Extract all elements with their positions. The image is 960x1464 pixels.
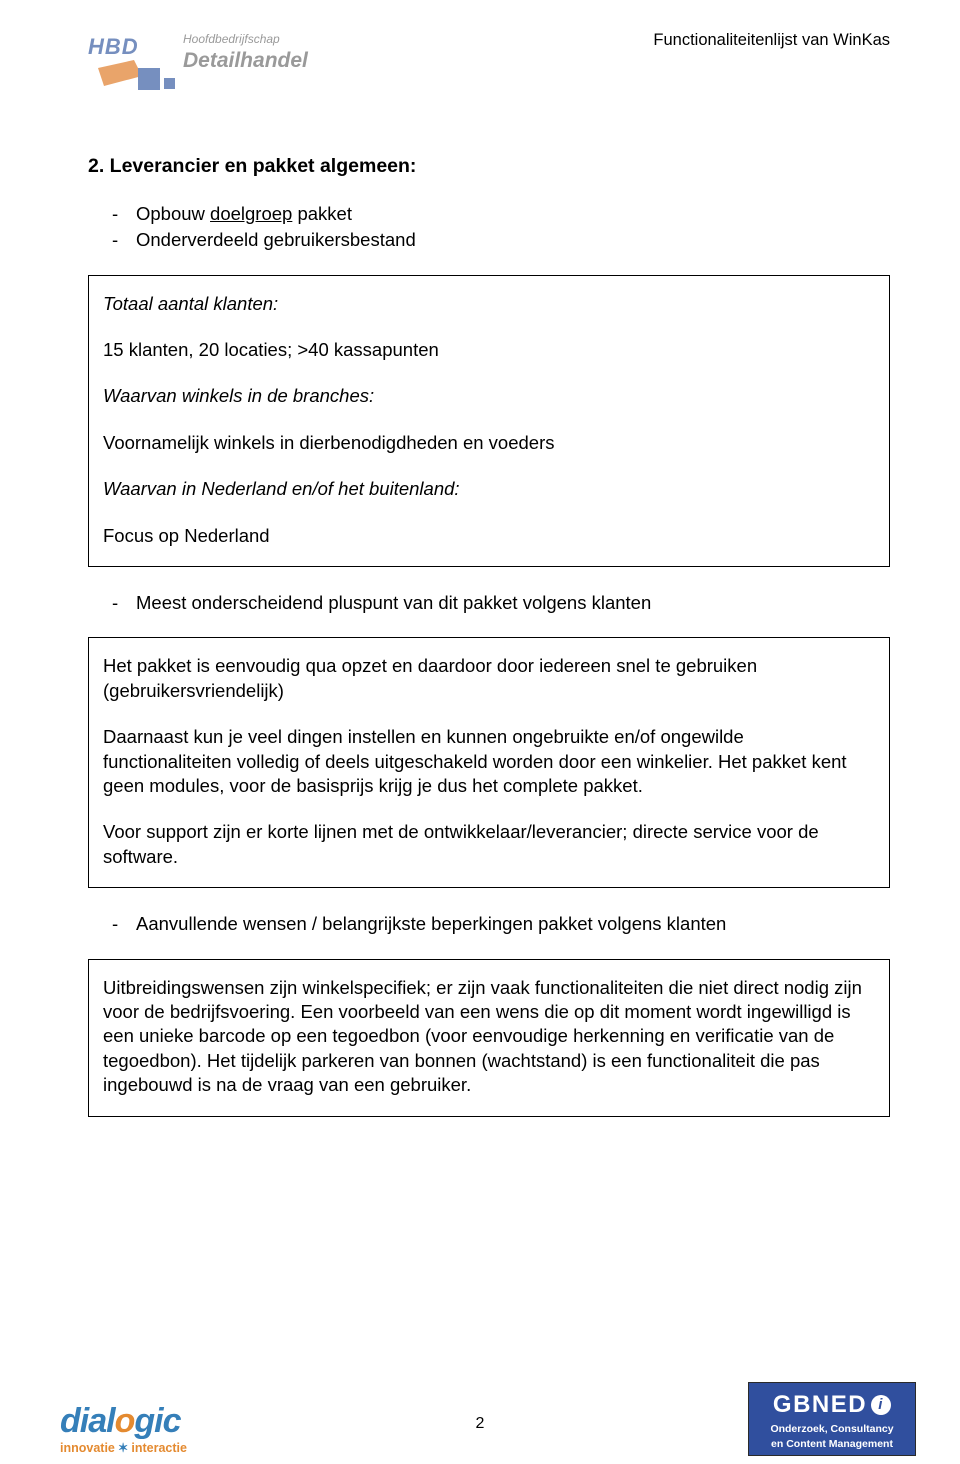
info-box-1: Totaal aantal klanten: 15 klanten, 20 lo… bbox=[88, 275, 890, 567]
box2-p2: Daarnaast kun je veel dingen instellen e… bbox=[103, 725, 875, 798]
box1-body3: Focus op Nederland bbox=[103, 524, 875, 548]
box1-label3: Waarvan in Nederland en/of het buitenlan… bbox=[103, 477, 875, 501]
list-item: Aanvullende wensen / belangrijkste beper… bbox=[88, 912, 890, 936]
gbned-name: GBNEDi bbox=[757, 1389, 907, 1421]
box3-p1: Uitbreidingswensen zijn winkelspecifiek;… bbox=[103, 976, 875, 1098]
hbd-logo-icon bbox=[96, 60, 176, 92]
hbd-line2: Detailhandel bbox=[183, 47, 308, 75]
dialogic-name: dialogic bbox=[60, 1399, 250, 1444]
page-header: HBD Hoofdbedrijfschap Detailhandel Funct… bbox=[88, 30, 890, 92]
gbned-logo: GBNEDi Onderzoek, Consultancy en Content… bbox=[748, 1382, 916, 1456]
bullet-list-mid: Meest onderscheidend pluspunt van dit pa… bbox=[88, 591, 890, 615]
bullet-list-top: Opbouw doelgroep pakket Onderverdeeld ge… bbox=[88, 202, 890, 253]
hbd-logo: HBD Hoofdbedrijfschap Detailhandel bbox=[88, 30, 323, 92]
star-icon: ✶ bbox=[115, 1441, 131, 1455]
box1-label1: Totaal aantal klanten: bbox=[103, 292, 875, 316]
info-box-2: Het pakket is eenvoudig qua opzet en daa… bbox=[88, 637, 890, 888]
section-heading: 2. Leverancier en pakket algemeen: bbox=[88, 154, 890, 180]
gbned-sub1: Onderzoek, Consultancy bbox=[757, 1423, 907, 1436]
info-icon: i bbox=[871, 1395, 891, 1415]
list-item: Onderverdeeld gebruikersbestand bbox=[88, 228, 890, 252]
gbned-sub2: en Content Management bbox=[757, 1438, 907, 1451]
bullet-list-bottom: Aanvullende wensen / belangrijkste beper… bbox=[88, 912, 890, 936]
page-footer: dialogic innovatie✶interactie GBNEDi Ond… bbox=[0, 1368, 960, 1464]
hbd-line1: Hoofdbedrijfschap bbox=[183, 32, 280, 48]
info-box-3: Uitbreidingswensen zijn winkelspecifiek;… bbox=[88, 959, 890, 1117]
box1-body1: 15 klanten, 20 locaties; >40 kassapunten bbox=[103, 338, 875, 362]
dialogic-tagline: innovatie✶interactie bbox=[60, 1440, 250, 1457]
box1-label2: Waarvan winkels in de branches: bbox=[103, 384, 875, 408]
list-item: Meest onderscheidend pluspunt van dit pa… bbox=[88, 591, 890, 615]
list-item: Opbouw doelgroep pakket bbox=[88, 202, 890, 226]
box1-body2: Voornamelijk winkels in dierbenodigdhede… bbox=[103, 431, 875, 455]
dialogic-logo: dialogic innovatie✶interactie bbox=[60, 1399, 250, 1456]
box2-p3: Voor support zijn er korte lijnen met de… bbox=[103, 820, 875, 869]
document-title: Functionaliteitenlijst van WinKas bbox=[653, 30, 890, 52]
hbd-abbr: HBD bbox=[88, 32, 139, 61]
box2-p1: Het pakket is eenvoudig qua opzet en daa… bbox=[103, 654, 875, 703]
